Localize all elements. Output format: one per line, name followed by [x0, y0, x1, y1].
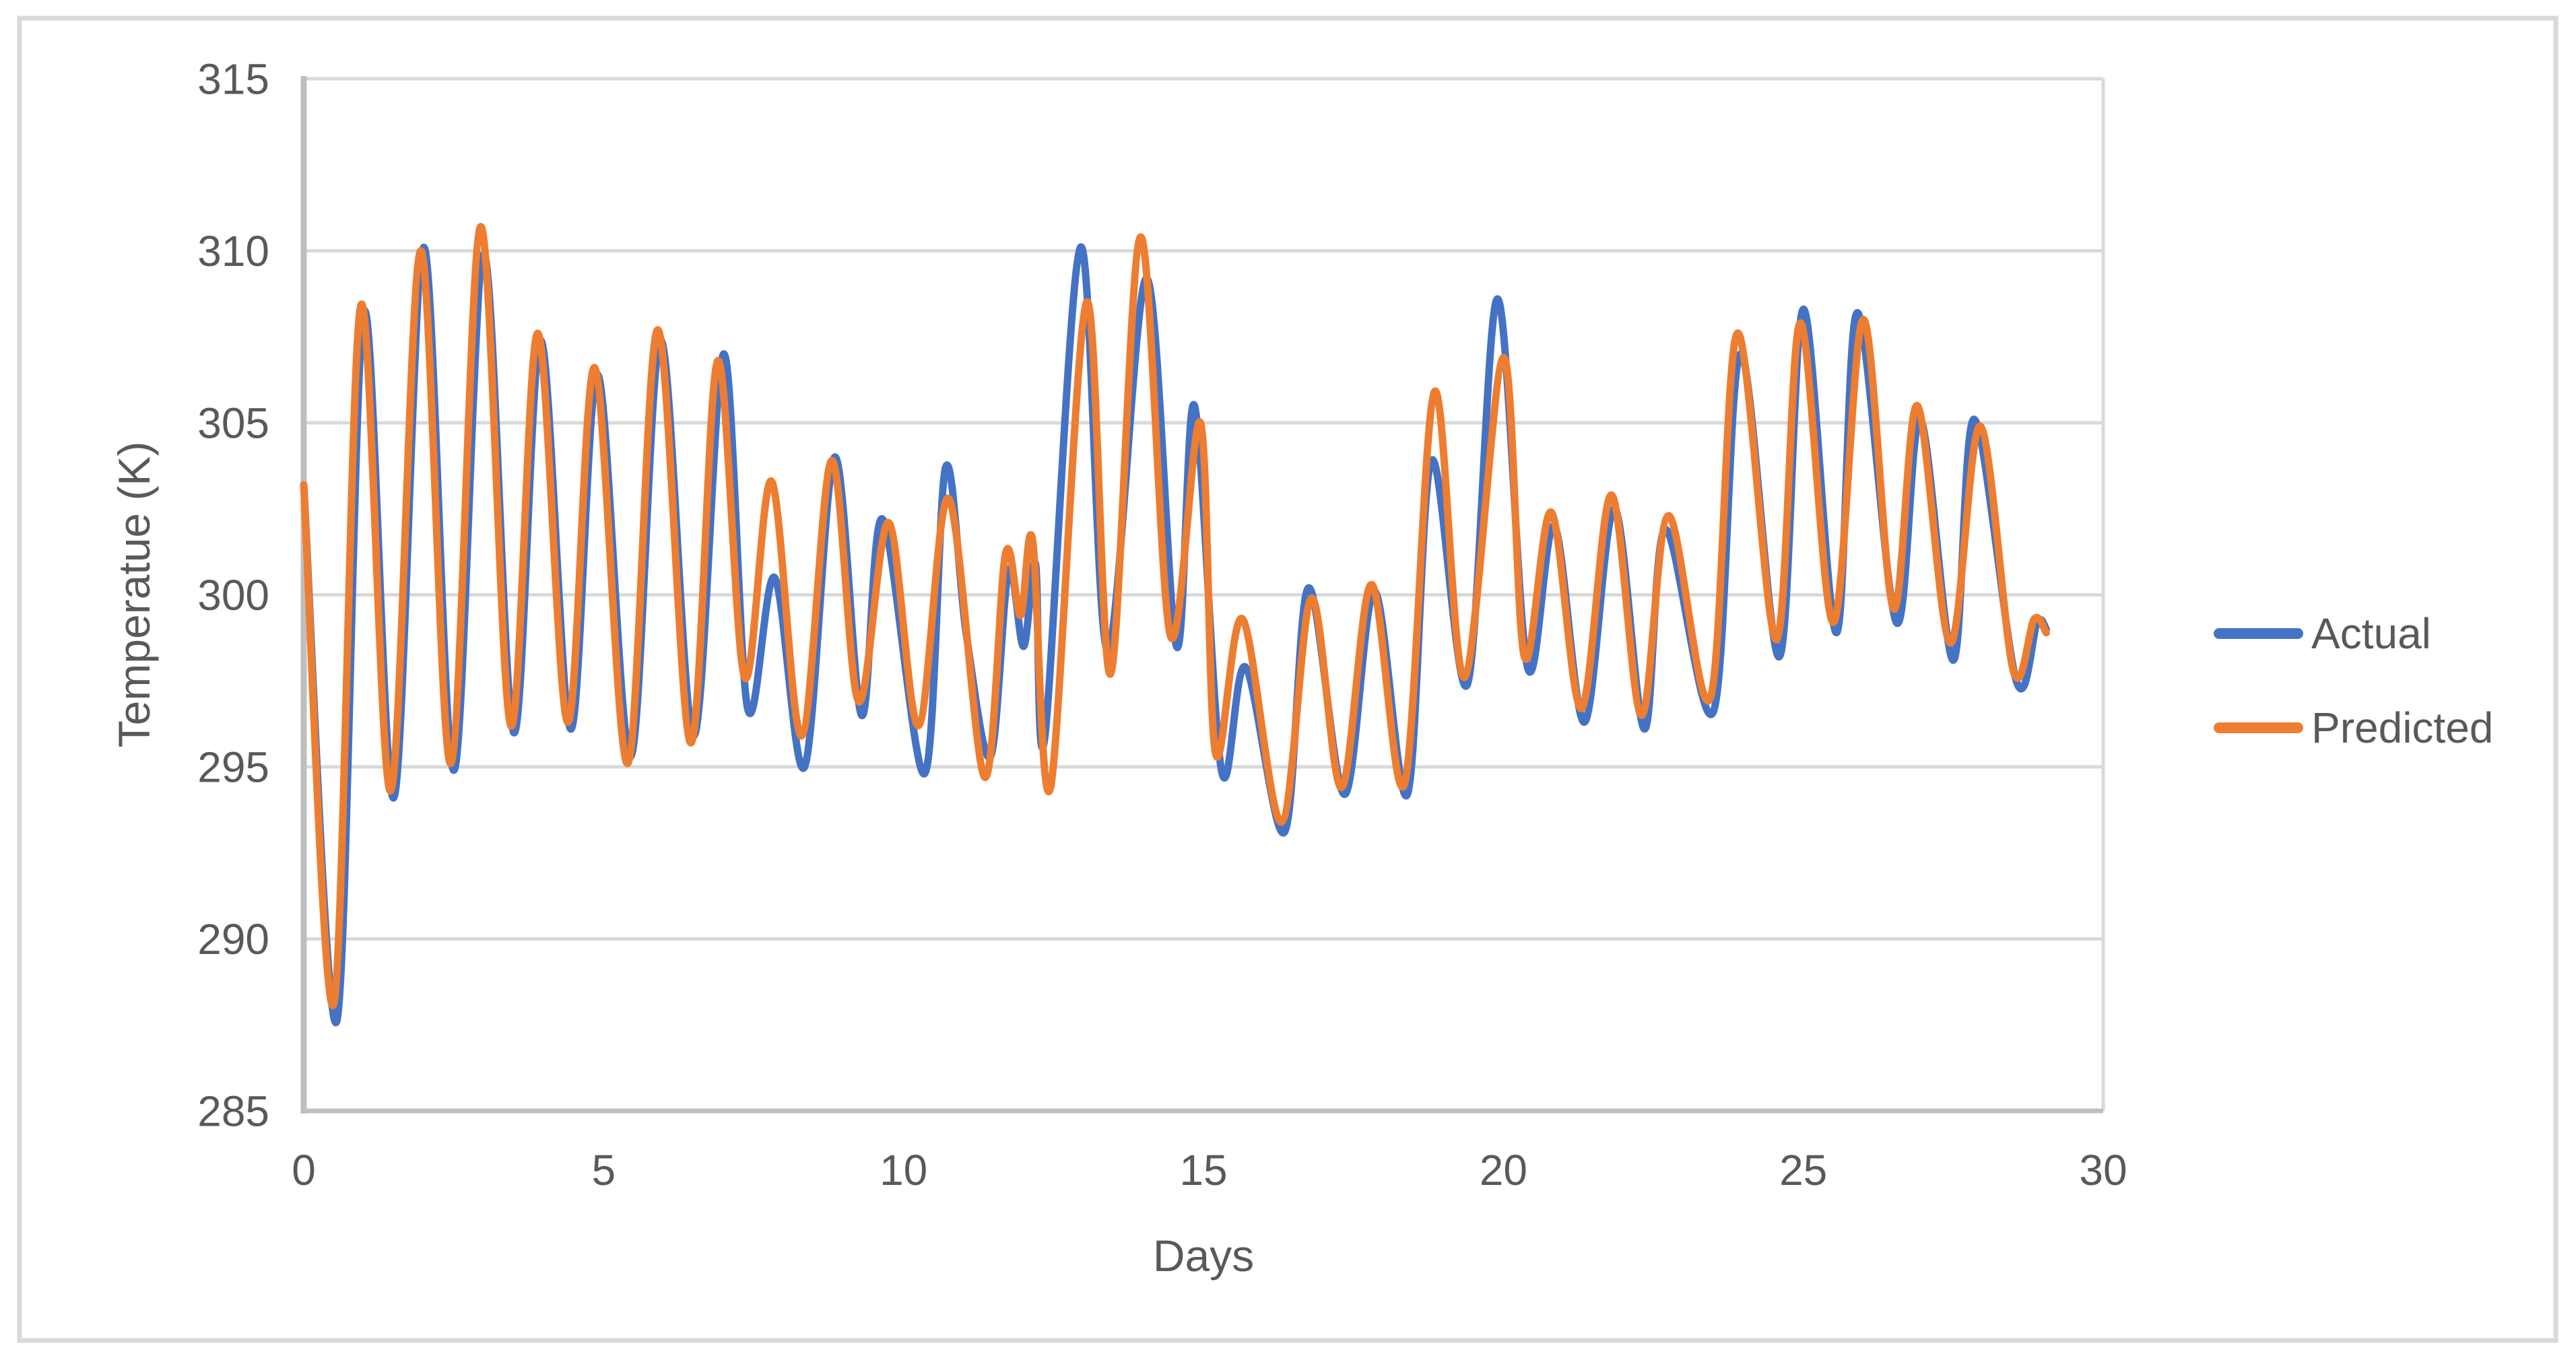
y-axis-title: Temperatue (K): [109, 442, 159, 748]
x-tick-0: 0: [292, 1146, 316, 1194]
x-tick-25: 25: [1779, 1146, 1827, 1194]
y-tick-300: 300: [197, 571, 269, 619]
x-tick-30: 30: [2079, 1146, 2127, 1194]
y-tick-315: 315: [197, 55, 269, 103]
legend-item-predicted: Predicted: [2214, 704, 2493, 752]
x-tick-5: 5: [592, 1146, 616, 1194]
x-tick-10: 10: [880, 1146, 927, 1194]
x-tick-20: 20: [1480, 1146, 1527, 1194]
y-tick-310: 310: [197, 227, 269, 275]
y-axis-tick-labels: 285 290 295 300 305 310 315: [197, 55, 269, 1135]
legend: Actual Predicted: [2214, 609, 2493, 752]
legend-item-actual: Actual: [2214, 609, 2431, 658]
series-lines: [300, 223, 2050, 1027]
y-tick-290: 290: [197, 915, 269, 963]
legend-label-actual: Actual: [2311, 609, 2431, 658]
x-tick-15: 15: [1179, 1146, 1227, 1194]
chart-border: [17, 15, 2558, 1343]
x-axis-title: Days: [1153, 1231, 1254, 1281]
legend-label-predicted: Predicted: [2311, 704, 2493, 752]
x-axis-tick-labels: 0 5 10 15 20 25 30: [292, 1146, 2127, 1194]
y-tick-295: 295: [197, 743, 269, 791]
y-tick-305: 305: [197, 399, 269, 447]
y-tick-285: 285: [197, 1087, 269, 1135]
series-line-predicted: [300, 223, 2050, 1010]
